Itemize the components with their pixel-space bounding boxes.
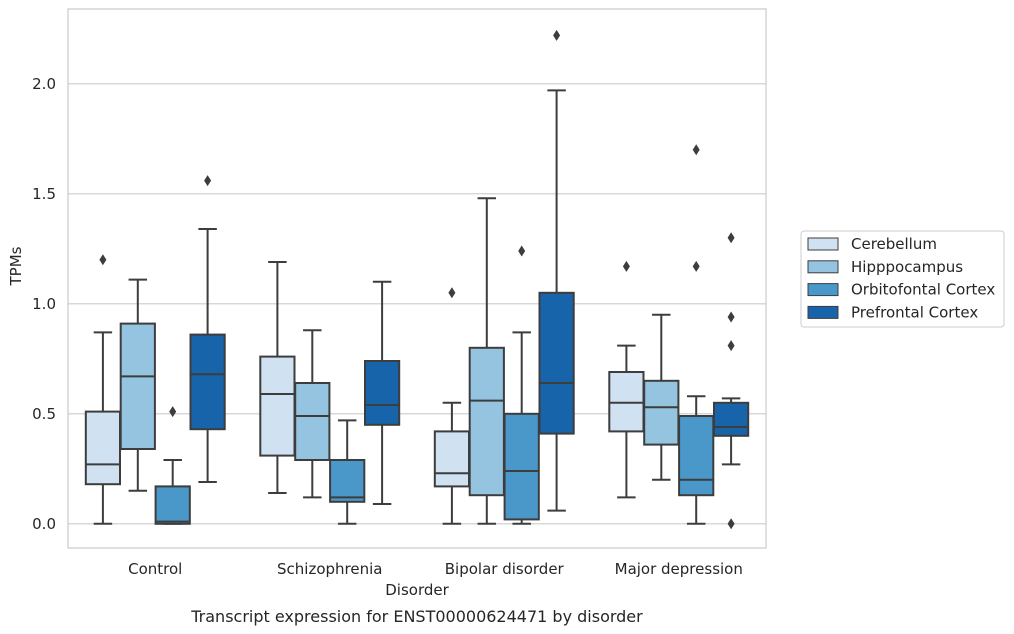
y-tick-label: 0.5 xyxy=(32,405,56,423)
legend-swatch xyxy=(807,260,839,274)
box-3-1 xyxy=(643,313,680,481)
outlier-point xyxy=(518,245,526,257)
y-axis-label: TPMs xyxy=(7,246,25,286)
box-0-2 xyxy=(154,406,191,525)
box-iqr xyxy=(189,333,226,431)
outlier-point xyxy=(727,340,735,352)
outlier-point xyxy=(727,518,735,530)
chart-caption: Transcript expression for ENST0000062447… xyxy=(190,607,643,626)
x-axis-ticks: Control Schizophrenia Bipolar disorder Majo… xyxy=(128,560,743,578)
box-1-1 xyxy=(294,329,331,499)
outlier-point xyxy=(553,29,561,41)
outlier-point xyxy=(622,260,630,272)
box-iqr xyxy=(294,382,331,461)
box-2-2 xyxy=(503,245,540,525)
box-iqr xyxy=(363,360,401,426)
box-iqr xyxy=(259,355,296,457)
box-iqr xyxy=(329,459,366,503)
box-iqr xyxy=(433,430,471,488)
box-iqr xyxy=(538,291,575,435)
x-axis-label: Disorder xyxy=(385,581,449,599)
outlier-point xyxy=(727,311,735,323)
legend-label: Prefrontal Cortex xyxy=(851,303,978,321)
box-0-0 xyxy=(84,254,122,525)
legend-swatch xyxy=(807,283,839,297)
outlier-point xyxy=(727,232,735,244)
x-tick-label: Bipolar disorder xyxy=(445,560,565,578)
box-iqr xyxy=(678,415,715,497)
outlier-point xyxy=(692,260,700,272)
box-iqr xyxy=(643,379,680,446)
box-1-2 xyxy=(329,419,366,525)
box-iqr xyxy=(154,485,191,525)
box-iqr xyxy=(468,346,505,497)
outlier-point xyxy=(204,175,212,187)
y-tick-label: 1.0 xyxy=(32,295,56,313)
box-2-3 xyxy=(538,29,575,512)
box-2-0 xyxy=(433,287,471,525)
x-tick-label: Schizophrenia xyxy=(277,560,382,578)
outlier-point xyxy=(99,254,107,266)
legend-swatch xyxy=(807,305,839,319)
legend-label: Hipppocampus xyxy=(851,258,963,276)
outlier-point xyxy=(692,144,700,156)
box-iqr xyxy=(712,401,750,437)
box-1-3 xyxy=(363,280,401,505)
outlier-point xyxy=(448,287,456,299)
box-0-1 xyxy=(119,278,156,492)
box-iqr xyxy=(608,371,645,433)
x-tick-label: Major depression xyxy=(615,560,743,578)
legend-label: Cerebellum xyxy=(851,235,937,253)
legend-frame xyxy=(800,230,1005,328)
y-tick-label: 2.0 xyxy=(32,75,56,93)
box-3-3 xyxy=(712,232,750,530)
legend-items: Cerebellum Hipppocampus Orbitofontal Corte… xyxy=(807,235,995,321)
box-3-2 xyxy=(678,144,715,525)
legend-swatch xyxy=(807,237,839,251)
y-tick-label: 0.0 xyxy=(32,515,56,533)
box-iqr xyxy=(503,412,540,521)
box-iqr xyxy=(84,410,122,486)
box-0-3 xyxy=(189,175,226,483)
box-1-0 xyxy=(259,261,296,494)
plot-frame xyxy=(67,8,767,549)
box-iqr xyxy=(119,322,156,451)
legend: Cerebellum Hipppocampus Orbitofontal Corte… xyxy=(800,230,1005,328)
outlier-point xyxy=(169,406,177,418)
box-3-0 xyxy=(608,260,645,499)
legend-label: Orbitofontal Cortex xyxy=(851,281,995,299)
x-tick-label: Control xyxy=(128,560,182,578)
box-layer xyxy=(84,29,750,530)
y-axis-ticks: 0.0 0.5 1.0 1.5 2.0 xyxy=(32,75,56,533)
y-tick-label: 1.5 xyxy=(32,185,56,203)
box-2-1 xyxy=(468,197,505,525)
